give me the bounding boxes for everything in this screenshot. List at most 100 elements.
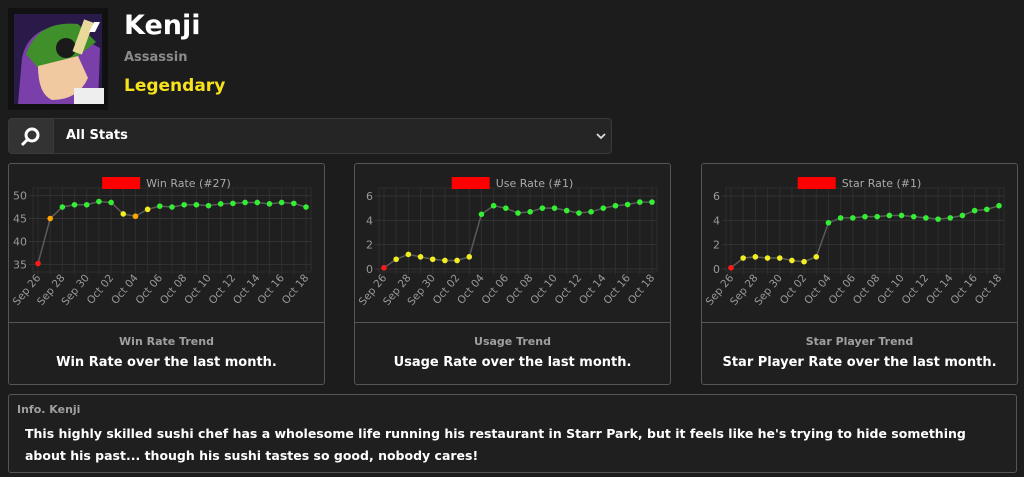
info-title: Info. Kenji	[17, 403, 81, 416]
stat-filter[interactable]: All Stats	[8, 118, 612, 154]
data-point	[466, 254, 473, 260]
data-point	[71, 201, 78, 208]
data-point	[47, 215, 53, 222]
search-icon[interactable]	[9, 119, 54, 153]
data-point	[132, 213, 139, 220]
data-point	[254, 199, 261, 206]
data-point	[947, 215, 954, 221]
legend-label: Use Rate (#1)	[496, 177, 574, 190]
data-point	[59, 204, 66, 210]
data-point	[503, 205, 509, 211]
y-tick-label: 40	[13, 235, 27, 248]
data-point	[825, 219, 832, 226]
data-point	[886, 212, 893, 219]
data-point	[862, 213, 868, 220]
data-point	[515, 210, 521, 216]
info-text: This highly skilled sushi chef has a who…	[25, 426, 966, 463]
data-point	[242, 199, 248, 206]
data-point	[490, 202, 497, 209]
y-tick-label: 6	[366, 190, 373, 203]
data-point	[393, 256, 399, 263]
info-box: Info. Kenji This highly skilled sushi ch…	[8, 394, 1017, 473]
dropdown-chevron[interactable]	[595, 131, 607, 141]
legend-swatch	[102, 177, 141, 189]
data-point	[405, 251, 412, 258]
data-point	[813, 254, 820, 260]
data-point	[291, 200, 297, 207]
legend-swatch	[797, 177, 836, 189]
data-point	[120, 211, 127, 217]
card-subtitle: Usage Rate over the last month.	[393, 355, 632, 370]
data-point	[193, 201, 200, 208]
x-tick-label: Oct 18	[626, 272, 658, 306]
data-point	[429, 256, 436, 263]
data-point	[230, 200, 236, 207]
data-point	[850, 215, 856, 221]
data-point	[789, 257, 795, 264]
data-point	[278, 199, 285, 206]
avatar	[8, 8, 108, 110]
data-point	[600, 205, 607, 211]
data-point	[984, 206, 990, 213]
data-point	[96, 198, 102, 205]
data-point	[108, 199, 114, 206]
card-title: Star Player Trend	[805, 335, 914, 348]
data-point	[417, 254, 424, 260]
divider	[355, 322, 670, 323]
y-tick-label: 2	[713, 239, 720, 252]
x-tick-label: Oct 18	[973, 272, 1005, 306]
chart-card: 35 40 45 50 Sep 26 Sep 28 Sep 30 Oct 02 Oct 04 Oc…	[8, 163, 325, 385]
data-point	[381, 264, 387, 271]
data-point	[923, 215, 929, 221]
y-tick-label: 0	[713, 263, 720, 276]
data-point	[266, 201, 273, 207]
filter-label[interactable]: All Stats	[66, 128, 128, 143]
brawler-name: Kenji	[124, 10, 201, 41]
y-tick-label: 35	[13, 258, 27, 271]
data-point	[35, 260, 41, 267]
data-point	[169, 204, 175, 210]
data-point	[801, 258, 807, 265]
data-point	[478, 211, 485, 218]
chart-card: 0 2 4 6 Sep 26 Sep 28 Sep 30 Oct 02 Oct 04 Oct 06…	[354, 163, 671, 385]
brawler-rarity: Legendary	[124, 76, 226, 96]
data-point	[752, 254, 759, 260]
data-point	[910, 213, 917, 220]
card-title: Win Rate Trend	[119, 335, 214, 348]
badge	[89, 22, 100, 32]
data-point	[83, 201, 90, 208]
data-point	[181, 201, 187, 208]
y-tick-label: 45	[13, 213, 27, 226]
data-point	[776, 255, 783, 261]
y-tick-label: 0	[366, 263, 373, 276]
y-tick-label: 2	[366, 239, 373, 252]
card-title: Usage Trend	[474, 335, 551, 348]
y-tick-label: 4	[713, 214, 720, 227]
data-point	[624, 201, 631, 208]
card-subtitle: Win Rate over the last month.	[56, 355, 277, 370]
legend-swatch	[451, 177, 490, 189]
x-tick-label: Oct 18	[280, 272, 312, 306]
data-point	[527, 209, 533, 215]
brawler-class: Assassin	[124, 50, 188, 65]
chart-card: 0 2 4 6 Sep 26 Sep 28 Sep 30 Oct 02 Oct 04 Oct 06…	[701, 163, 1018, 385]
data-point	[637, 199, 643, 205]
divider	[702, 322, 1017, 323]
divider	[9, 322, 324, 323]
data-point	[588, 209, 594, 215]
data-point	[144, 206, 151, 213]
data-point	[576, 210, 582, 216]
data-point	[959, 212, 966, 219]
legend-label: Win Rate (#27)	[146, 177, 231, 190]
data-point	[205, 202, 212, 209]
data-point	[563, 207, 570, 214]
data-point	[217, 201, 224, 207]
data-point	[971, 207, 978, 214]
data-point	[303, 204, 309, 210]
y-tick-label: 6	[713, 190, 720, 203]
data-point	[539, 205, 546, 211]
